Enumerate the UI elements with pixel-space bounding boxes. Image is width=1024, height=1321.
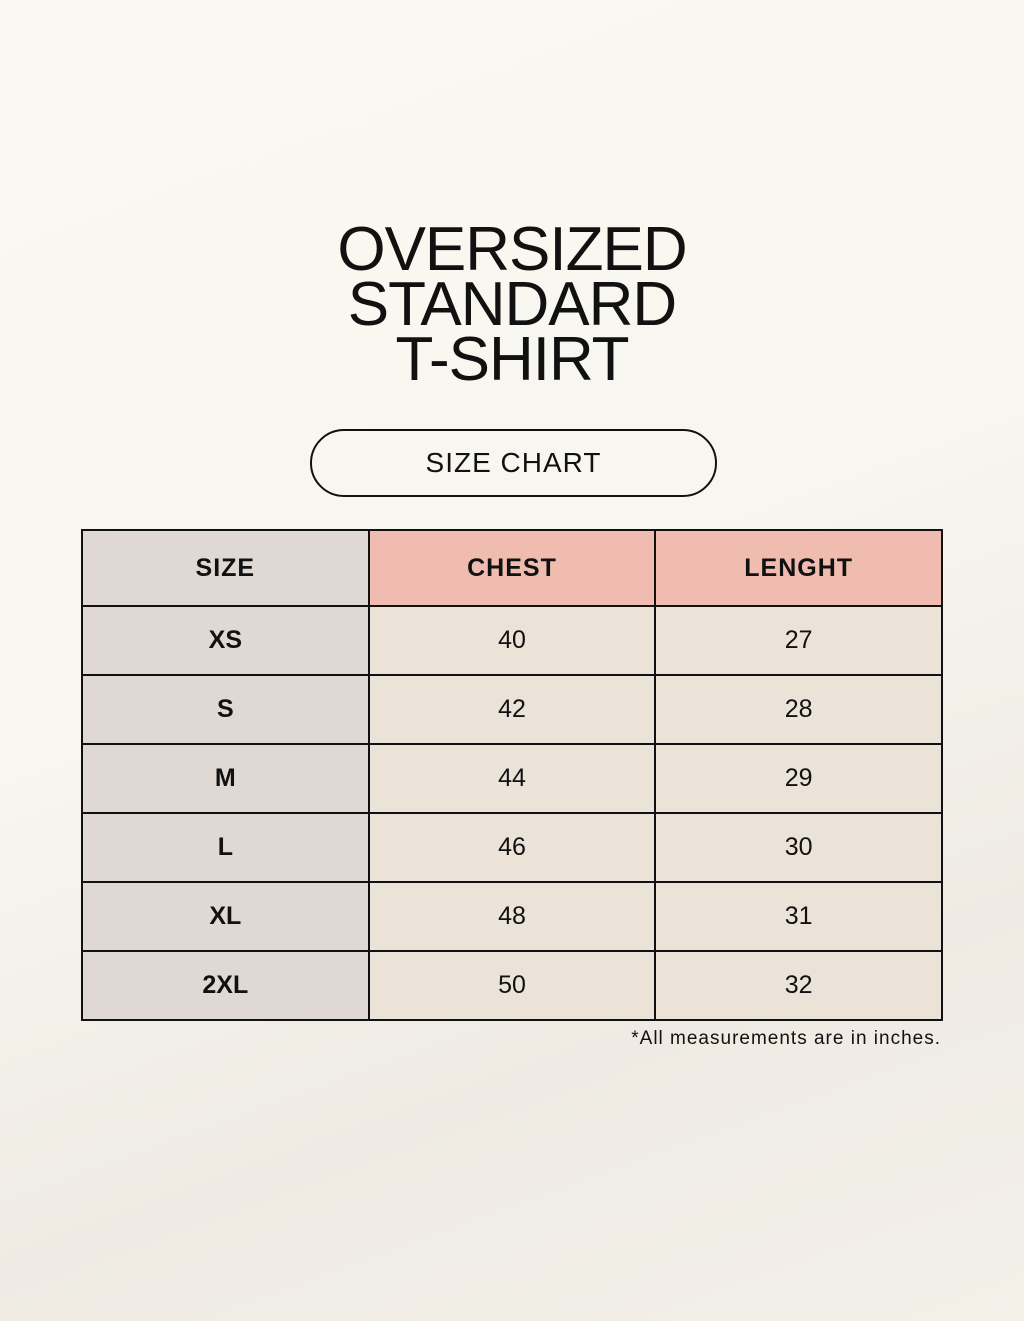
- size-cell: M: [81, 743, 370, 814]
- page-title: OVERSIZED STANDARD T-SHIRT: [0, 215, 1024, 394]
- chest-cell: 48: [367, 881, 657, 952]
- chest-cell: 40: [367, 605, 657, 676]
- length-cell: 32: [654, 950, 943, 1021]
- title-line: OVERSIZED: [337, 215, 687, 284]
- header-size: SIZE: [81, 529, 370, 607]
- chest-cell: 46: [367, 812, 657, 883]
- size-chart-badge: SIZE CHART: [310, 429, 717, 497]
- size-table: SIZE CHEST LENGHT XS 40 27 S 42 28 M 44 29 L 46 30 X…: [81, 529, 943, 1021]
- header-length: LENGHT: [654, 529, 943, 607]
- chest-cell: 42: [367, 674, 657, 745]
- length-cell: 28: [654, 674, 943, 745]
- length-cell: 31: [654, 881, 943, 952]
- length-cell: 27: [654, 605, 943, 676]
- length-cell: 30: [654, 812, 943, 883]
- chest-cell: 44: [367, 743, 657, 814]
- table-row: XS 40 27: [81, 605, 943, 676]
- table-row: S 42 28: [81, 674, 943, 745]
- title-line: T-SHIRT: [395, 325, 630, 394]
- table-row: L 46 30: [81, 812, 943, 883]
- size-cell: XS: [81, 605, 370, 676]
- table-row: 2XL 50 32: [81, 950, 943, 1021]
- header-chest: CHEST: [367, 529, 657, 607]
- title-line: STANDARD: [347, 270, 677, 339]
- length-cell: 29: [654, 743, 943, 814]
- table-row: XL 48 31: [81, 881, 943, 952]
- chest-cell: 50: [367, 950, 657, 1021]
- size-cell: L: [81, 812, 370, 883]
- footnote: *All measurements are in inches.: [631, 1028, 941, 1049]
- table-header-row: SIZE CHEST LENGHT: [81, 529, 943, 607]
- size-cell: 2XL: [81, 950, 370, 1021]
- size-cell: XL: [81, 881, 370, 952]
- size-cell: S: [81, 674, 370, 745]
- table-row: M 44 29: [81, 743, 943, 814]
